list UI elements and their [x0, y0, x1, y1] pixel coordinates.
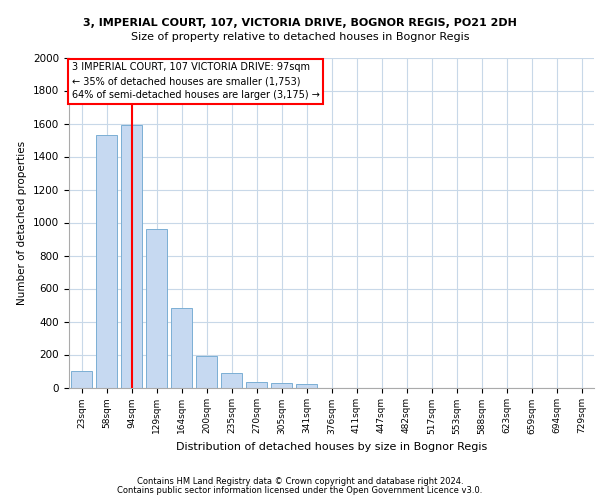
Text: 3, IMPERIAL COURT, 107, VICTORIA DRIVE, BOGNOR REGIS, PO21 2DH: 3, IMPERIAL COURT, 107, VICTORIA DRIVE, …	[83, 18, 517, 28]
X-axis label: Distribution of detached houses by size in Bognor Regis: Distribution of detached houses by size …	[176, 442, 487, 452]
Bar	[271, 384, 292, 388]
Text: Contains HM Land Registry data © Crown copyright and database right 2024.: Contains HM Land Registry data © Crown c…	[137, 477, 463, 486]
Bar	[196, 356, 217, 388]
Text: Size of property relative to detached houses in Bognor Regis: Size of property relative to detached ho…	[131, 32, 469, 42]
Bar	[246, 382, 267, 388]
Bar	[171, 308, 192, 388]
Bar	[296, 384, 317, 388]
Y-axis label: Number of detached properties: Number of detached properties	[17, 140, 28, 304]
Bar	[146, 229, 167, 388]
Bar	[71, 371, 92, 388]
Bar	[96, 135, 117, 388]
Text: 3 IMPERIAL COURT, 107 VICTORIA DRIVE: 97sqm
← 35% of detached houses are smaller: 3 IMPERIAL COURT, 107 VICTORIA DRIVE: 97…	[71, 62, 320, 100]
Bar	[221, 372, 242, 388]
Bar	[121, 125, 142, 388]
Text: Contains public sector information licensed under the Open Government Licence v3: Contains public sector information licen…	[118, 486, 482, 495]
